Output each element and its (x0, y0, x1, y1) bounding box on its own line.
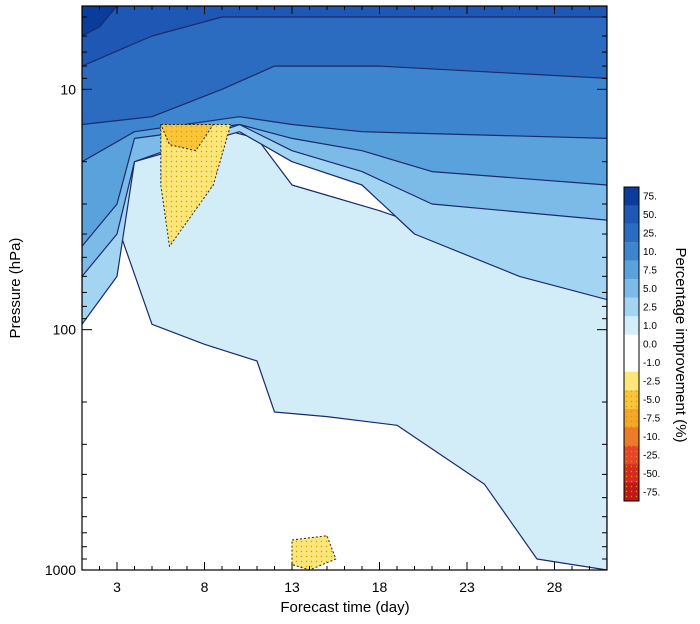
colorbar-frame (623, 186, 640, 502)
y-tick-label: 1000 (45, 562, 76, 578)
colorbar-label: -7.5 (643, 413, 661, 424)
colorbar-swatch-hatch (624, 482, 639, 501)
colorbar-swatch (624, 334, 639, 354)
colorbar-swatch (624, 205, 639, 224)
contour-region-hatch-10 (292, 535, 336, 570)
contour-region-7 (82, 6, 118, 37)
colorbar-label: -25. (643, 450, 660, 461)
colorbar-swatch (624, 242, 639, 261)
contour-bands (82, 6, 607, 570)
colorbar-swatch-hatch (624, 445, 639, 465)
colorbar-label: 50. (643, 210, 657, 221)
contour-region-5 (82, 6, 607, 126)
colorbar-swatch (624, 279, 639, 298)
y-axis-title: Pressure (hPa) (7, 238, 24, 339)
colorbar-label: 7.5 (643, 266, 657, 277)
colorbar-label: -5.0 (643, 395, 661, 406)
y-axis: 10 100 1000 (45, 16, 607, 578)
contour-region-hatch-8 (160, 124, 231, 247)
colorbar-label: -75. (643, 487, 660, 498)
colorbar-label: -10. (643, 432, 660, 443)
x-tick-label: 8 (201, 579, 209, 595)
x-tick-label: 13 (284, 579, 300, 595)
colorbar-label: -1.0 (643, 358, 661, 369)
colorbar-label: -50. (643, 469, 660, 480)
colorbar-label: 0.0 (643, 340, 657, 351)
colorbar-swatch-hatch (624, 390, 639, 409)
colorbar-swatch-hatch (624, 427, 639, 446)
colorbar-swatch-hatch (624, 464, 639, 483)
x-tick-label: 23 (459, 579, 475, 595)
contour-region-hatch-9 (160, 124, 214, 151)
colorbar-label: 5.0 (643, 284, 657, 295)
x-axis: 3 8 13 18 23 28 (81, 6, 608, 595)
colorbar-label: 10. (643, 247, 657, 258)
y-tick-label: 10 (60, 81, 76, 97)
colorbar-swatch (624, 353, 639, 372)
x-tick-label: 28 (547, 579, 563, 595)
colorbar-swatch (624, 223, 639, 243)
colorbar-label: 1.0 (643, 321, 657, 332)
colorbar-swatch (624, 316, 639, 335)
x-axis-title: Forecast time (day) (280, 599, 409, 616)
x-tick-label: 3 (113, 579, 121, 595)
colorbar-label: 25. (643, 229, 657, 240)
y-tick-label: 100 (53, 322, 77, 338)
colorbar-swatch (624, 371, 639, 391)
colorbar-label: 75. (643, 192, 657, 203)
colorbar-title: Percentage improvement (%) (672, 247, 689, 442)
colorbar: 75. 50. 25. 10. 7.5 5.0 2.5 1.0 0.0 -1.0 -2.5 -5.0 -… (623, 186, 661, 502)
colorbar-label: -2.5 (643, 376, 661, 387)
colorbar-swatch (624, 187, 639, 206)
colorbar-label: 2.5 (643, 303, 657, 314)
colorbar-swatch (624, 260, 639, 280)
colorbar-swatch-hatch (624, 408, 639, 428)
colorbar-swatch (624, 297, 639, 317)
x-tick-label: 18 (372, 579, 388, 595)
